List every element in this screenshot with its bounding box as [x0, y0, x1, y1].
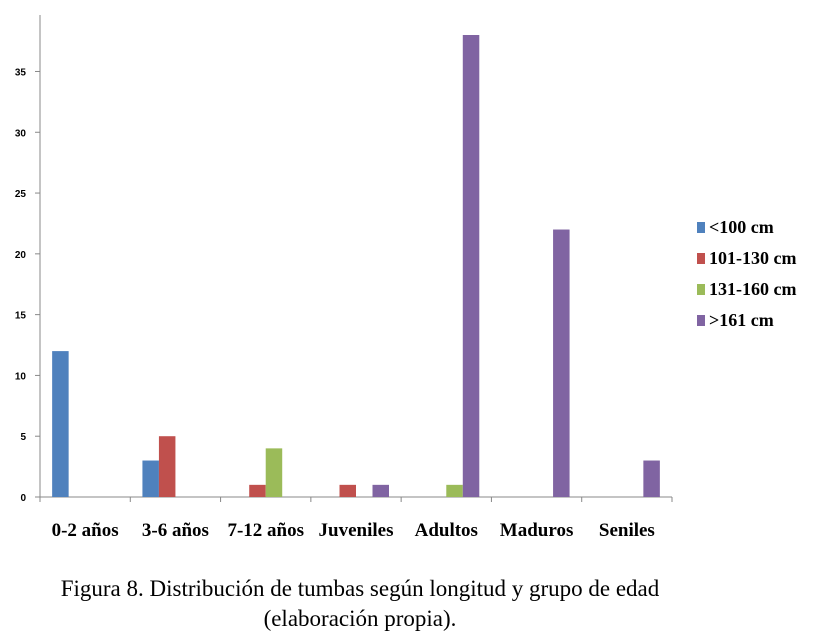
- figure-caption-line-2: (elaboración propia).: [263, 606, 457, 631]
- bar: [52, 351, 69, 497]
- y-axis: 0 5 10 15 20 25 30 35: [15, 15, 41, 504]
- figure-caption-line-1: Figura 8. Distribución de tumbas según l…: [60, 576, 660, 601]
- legend: <100 cm 101-130 cm 131-160 cm >161 cm: [697, 217, 796, 330]
- y-tick-label: 5: [20, 432, 26, 443]
- bar: [142, 460, 159, 497]
- x-tick-label: Juveniles: [319, 520, 394, 541]
- x-tick-label: 7-12 años: [227, 520, 304, 541]
- legend-label: 101-130 cm: [709, 248, 796, 268]
- legend-label: 131-160 cm: [709, 279, 796, 299]
- bar: [446, 484, 463, 497]
- bars: [52, 35, 660, 498]
- legend-label: <100 cm: [709, 217, 774, 237]
- x-tick-label: 0-2 años: [52, 520, 119, 541]
- x-tick-label: Maduros: [500, 520, 574, 541]
- x-axis: 0-2 años 3-6 años 7-12 años Juveniles Adulto…: [39, 496, 673, 541]
- y-tick-label: 20: [15, 250, 27, 261]
- y-tick-label: 0: [20, 493, 26, 504]
- y-tick-label: 25: [15, 189, 27, 200]
- legend-label: >161 cm: [709, 310, 774, 330]
- y-tick-label: 30: [15, 128, 27, 139]
- legend-swatch: [697, 284, 705, 295]
- bar: [462, 35, 480, 497]
- y-tick-label: 35: [15, 67, 27, 78]
- legend-swatch: [697, 315, 705, 326]
- bar: [265, 448, 283, 497]
- legend-swatch: [697, 222, 705, 233]
- bar: [249, 484, 266, 497]
- bar: [372, 484, 389, 497]
- y-tick-label: 10: [15, 371, 27, 382]
- bar: [339, 484, 356, 497]
- bar: [643, 460, 660, 497]
- y-tick-label: 15: [15, 311, 27, 322]
- bar-chart: 0 5 10 15 20 25 30 35 0-2 años 3-6 años 7-12 años…: [15, 15, 796, 541]
- legend-swatch: [697, 253, 705, 264]
- x-tick-label: 3-6 años: [142, 520, 209, 541]
- bar: [553, 229, 570, 498]
- x-tick-label: Seniles: [599, 520, 655, 541]
- bar: [158, 436, 176, 497]
- x-tick-label: Adultos: [415, 520, 478, 541]
